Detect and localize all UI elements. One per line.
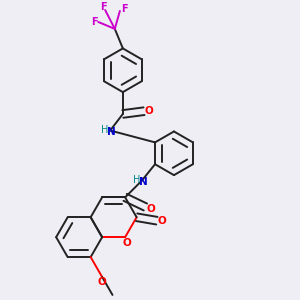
Text: N: N [139,177,147,188]
Text: H: H [133,175,140,185]
Text: O: O [146,204,155,214]
Text: O: O [122,238,131,248]
Text: N: N [107,127,116,137]
Text: H: H [101,124,108,135]
Text: O: O [98,277,106,287]
Text: F: F [100,2,107,12]
Text: O: O [158,216,166,226]
Text: O: O [145,106,154,116]
Text: F: F [121,4,127,14]
Text: F: F [91,17,98,27]
